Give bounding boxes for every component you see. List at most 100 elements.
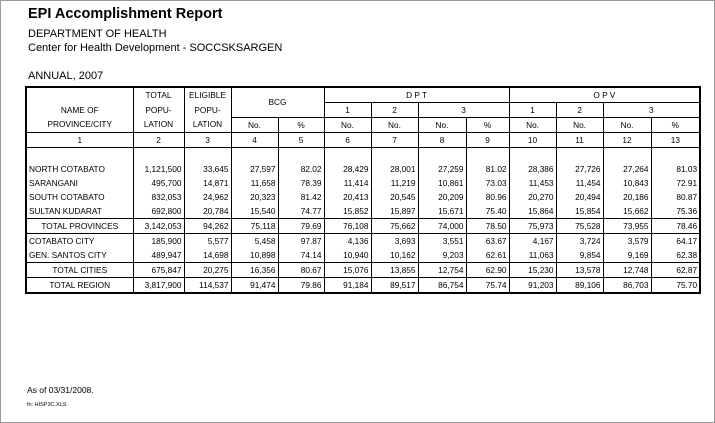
- cell-opv3-no: 86,703: [603, 277, 652, 293]
- cell-opv1: 4,167: [509, 233, 557, 248]
- header-opv3-pct: %: [651, 117, 701, 133]
- cell-dpt3-pct: 81.02: [466, 162, 510, 176]
- table-row: COTABATO CITY 185,900 5,577 5,458 97.87 …: [26, 233, 700, 248]
- row-name: COTABATO CITY: [26, 233, 134, 248]
- header-dpt1-no: No.: [324, 117, 372, 133]
- cell-dpt1: 76,108: [324, 218, 372, 234]
- cell-eligible-pop: 114,537: [184, 277, 232, 293]
- cell-dpt3-pct: 73.03: [466, 176, 510, 190]
- epi-report-table: TOTAL ELIGIBLE BCG D P T O P V NAME OF P…: [25, 86, 702, 294]
- header-dpt-dose3: 3: [418, 102, 510, 118]
- column-number: 10: [509, 132, 557, 148]
- cell-bcg-pct: 74.77: [278, 204, 325, 219]
- cell-total-pop: 495,700: [133, 176, 185, 190]
- column-number: 12: [603, 132, 652, 148]
- cell-opv1: 75,973: [509, 218, 557, 234]
- cell-dpt2: 13,855: [371, 262, 419, 278]
- cell-dpt3-pct: 75.74: [466, 277, 510, 293]
- cell-bcg-no: 20,323: [231, 190, 279, 204]
- cell-bcg-pct: 97.87: [278, 233, 325, 248]
- cell-opv1: 15,864: [509, 204, 557, 219]
- header-opv-dose1: 1: [509, 102, 557, 118]
- cell-dpt1: 10,940: [324, 248, 372, 263]
- cell-opv2: 3,724: [556, 233, 604, 248]
- table-row: SULTAN KUDARAT 692,800 20,784 15,540 74.…: [26, 204, 700, 219]
- cell-opv2: 11,454: [556, 176, 604, 190]
- cell-dpt2: 20,545: [371, 190, 419, 204]
- cell-dpt3-no: 9,203: [418, 248, 467, 263]
- cell-dpt2: 89,517: [371, 277, 419, 293]
- cell-opv1: 11,453: [509, 176, 557, 190]
- cell-dpt3-no: 15,671: [418, 204, 467, 219]
- cell-opv3-no: 20,186: [603, 190, 652, 204]
- column-number: 4: [231, 132, 279, 148]
- cell-opv1: 15,230: [509, 262, 557, 278]
- cell-total-pop: 832,053: [133, 190, 185, 204]
- header-opv-dose3: 3: [649, 104, 654, 115]
- header-total-line1: TOTAL: [133, 87, 185, 103]
- cell-bcg-pct: 79.69: [278, 218, 325, 234]
- cell-total-pop: 692,800: [133, 204, 185, 219]
- cell-dpt3-no: 86,754: [418, 277, 467, 293]
- column-number: 8: [418, 132, 467, 148]
- cell-opv2: 20,494: [556, 190, 604, 204]
- cell-dpt1: 4,136: [324, 233, 372, 248]
- cell-dpt3-no: 10,861: [418, 176, 467, 190]
- cell-eligible-pop: 24,962: [184, 190, 232, 204]
- cell-dpt3-no: 74,000: [418, 218, 467, 234]
- cell-bcg-no: 27,597: [231, 162, 279, 176]
- cell-total-pop: 3,817,900: [133, 277, 185, 293]
- header-name-line2: PROVINCE/CITY: [26, 117, 134, 133]
- cell-opv3-no: 15,662: [603, 204, 652, 219]
- cell-dpt3-no: 3,551: [418, 233, 467, 248]
- header-opv1-no: No.: [509, 117, 557, 133]
- cell-opv3-pct: 78.46: [651, 218, 701, 234]
- cell-total-pop: 675,847: [133, 262, 185, 278]
- cell-dpt3-no: 12,754: [418, 262, 467, 278]
- cell-dpt1: 28,429: [324, 162, 372, 176]
- cell-bcg-pct: 81.42: [278, 190, 325, 204]
- cell-dpt1: 20,413: [324, 190, 372, 204]
- cell-dpt3-pct: 78.50: [466, 218, 510, 234]
- cell-dpt3-pct: 62.90: [466, 262, 510, 278]
- header-row-2: NAME OF POPU- POPU- 1 2 3 1 2 3: [26, 102, 700, 118]
- header-total-line3: LATION: [133, 117, 185, 133]
- cell-dpt1: 15,076: [324, 262, 372, 278]
- header-dpt2-no: No.: [371, 117, 419, 133]
- column-number: 3: [184, 132, 232, 148]
- column-number: 1: [26, 132, 134, 148]
- cell-dpt2: 75,662: [371, 218, 419, 234]
- cell-eligible-pop: 20,784: [184, 204, 232, 219]
- row-name: TOTAL PROVINCES: [26, 218, 134, 234]
- cell-total-pop: 1,121,500: [133, 162, 185, 176]
- header-dpt3-pct: %: [466, 117, 510, 133]
- cell-dpt3-pct: 62.61: [466, 248, 510, 263]
- as-of-note: As of 03/31/2008.: [27, 385, 94, 395]
- table-row: GEN. SANTOS CITY 489,947 14,698 10,898 7…: [26, 248, 700, 263]
- cell-opv2: 75,528: [556, 218, 604, 234]
- cell-bcg-pct: 80.67: [278, 262, 325, 278]
- cell-dpt1: 15,852: [324, 204, 372, 219]
- header-dpt3-no: No.: [418, 117, 467, 133]
- cell-opv3-pct: 64.17: [676, 235, 698, 246]
- cell-bcg-no: 11,658: [231, 176, 279, 190]
- cell-opv1: 20,270: [509, 190, 557, 204]
- total-cities-row: TOTAL CITIES 675,847 20,275 16,356 80.67…: [26, 262, 701, 278]
- header-name-line1: NAME OF: [26, 102, 134, 118]
- column-number: 9: [466, 132, 510, 148]
- report-title: EPI Accomplishment Report: [28, 6, 223, 22]
- cell-bcg-no: 91,474: [231, 277, 279, 293]
- cell-opv2: 27,726: [556, 162, 604, 176]
- cell-dpt1: 11,414: [324, 176, 372, 190]
- header-opv: O P V: [509, 87, 701, 103]
- cell-opv2: 13,578: [556, 262, 604, 278]
- cell-total-pop: 489,947: [133, 248, 185, 263]
- header-bcg: BCG: [231, 87, 325, 118]
- cell-opv3-no: 27,264: [603, 162, 652, 176]
- column-number: 7: [371, 132, 419, 148]
- header-bcg-pct: %: [278, 117, 325, 133]
- cell-opv1: 11,063: [509, 248, 557, 263]
- header-eligible-line3: LATION: [184, 117, 232, 133]
- cell-opv3-pct: 62.38: [676, 249, 698, 260]
- header-dpt-dose2: 2: [371, 102, 419, 118]
